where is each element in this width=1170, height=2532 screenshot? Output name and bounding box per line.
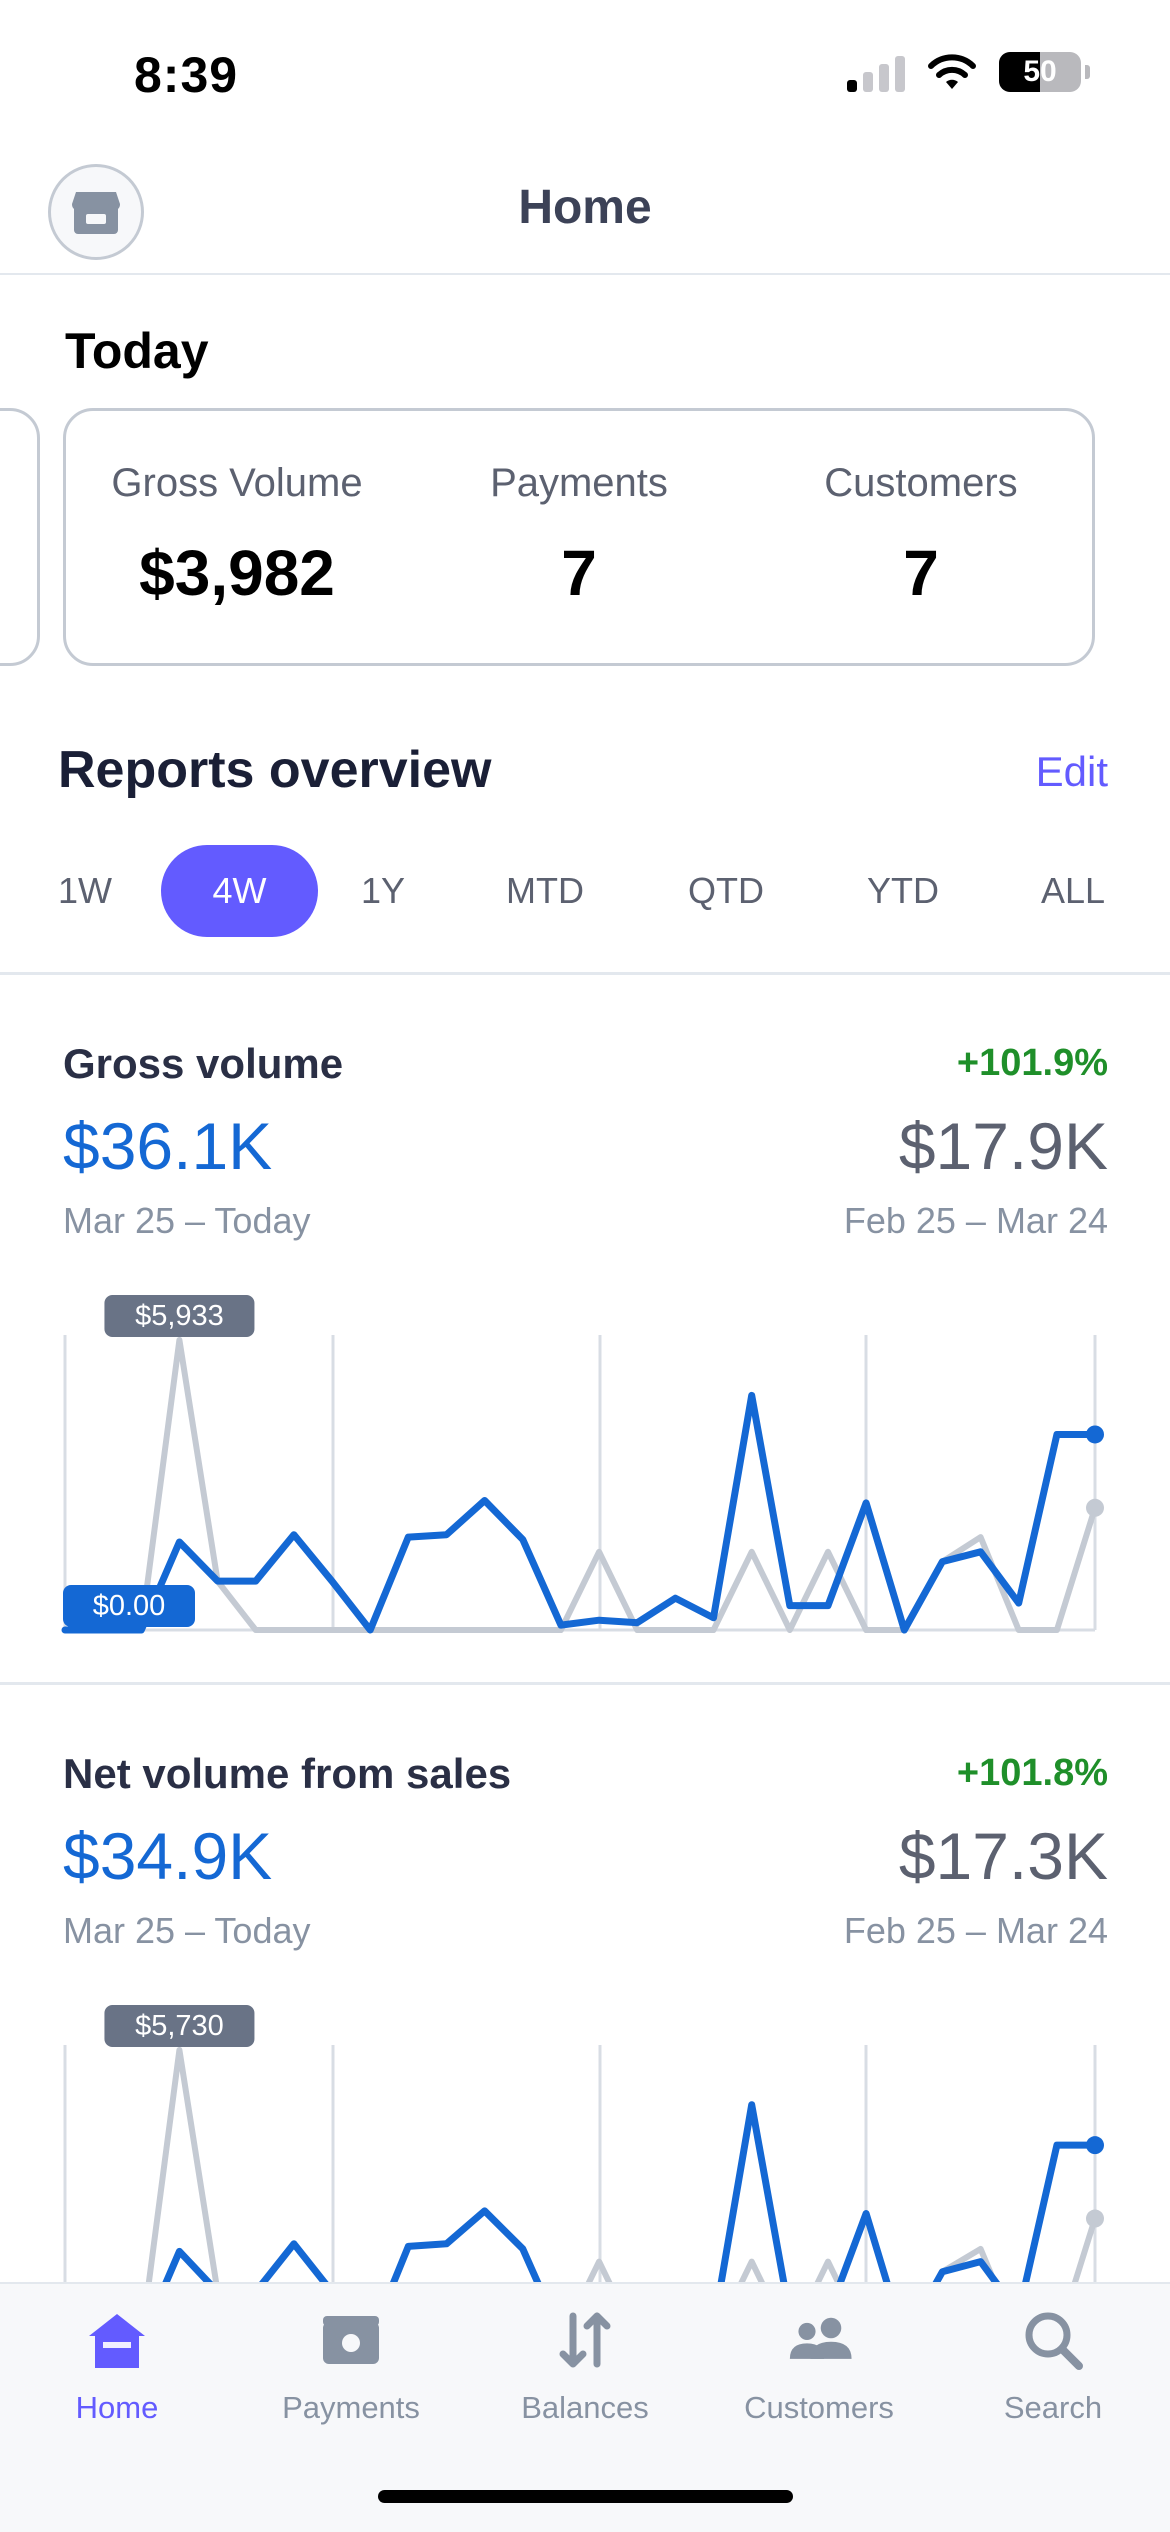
status-bar: 8:39 50: [0, 0, 1170, 150]
range-tab-ytd[interactable]: YTD: [867, 870, 939, 911]
stat-value: $3,982: [139, 537, 335, 609]
stat-payments: Payments 7: [408, 411, 750, 663]
range-tab-all[interactable]: ALL: [1040, 870, 1106, 911]
search-icon: [1017, 2304, 1089, 2376]
report-change: +101.9%: [956, 1042, 1108, 1084]
store-icon: [72, 192, 120, 234]
balances-icon: [549, 2304, 621, 2376]
tab-payments[interactable]: Payments: [234, 2304, 468, 2426]
previous-period-endpoint: [1086, 2209, 1104, 2228]
stat-label: Customers: [824, 461, 1018, 505]
chart-min-label: $0.00: [63, 1585, 195, 1627]
report-previous-range: Feb 25 – Mar 24: [843, 1200, 1108, 1241]
chart-min-value: $0.00: [93, 1590, 166, 1622]
home-icon: [81, 2304, 153, 2376]
range-tab-4w[interactable]: 4W: [161, 845, 318, 937]
section-divider: [0, 1682, 1170, 1685]
current-period-line: [162, 2101, 1099, 2282]
chart-max-label: $5,730: [104, 2005, 255, 2047]
battery-tip: [1085, 65, 1090, 79]
tab-balances[interactable]: Balances: [468, 2304, 702, 2426]
report-card-gross-volume[interactable]: Gross volume +101.9% $36.1K $17.9K Mar 2…: [0, 1040, 1170, 1660]
tab-label: Search: [1003, 2390, 1103, 2425]
tab-label: Payments: [282, 2390, 420, 2425]
stat-value: 7: [561, 537, 597, 609]
chart-max-value: $5,730: [135, 2010, 224, 2042]
date-range-tabs: 1W 4W 1Y MTD QTD YTD ALL: [0, 845, 1170, 940]
tab-label: Customers: [744, 2390, 894, 2425]
previous-period-line: [145, 2047, 1098, 2282]
bottom-tab-bar: Home Payments Balances: [0, 2282, 1170, 2532]
previous-summary-card[interactable]: [0, 408, 40, 666]
chart-max-value: $5,933: [135, 1300, 224, 1332]
net-volume-chart[interactable]: $5,730$0.00: [0, 1970, 1170, 2282]
top-header: Home: [0, 150, 1170, 275]
current-period-line: [61, 1391, 1099, 1634]
battery-level: 50: [1023, 55, 1057, 88]
report-current-value: $34.9K: [63, 1819, 273, 1893]
report-previous-value: $17.9K: [898, 1109, 1108, 1183]
range-tab-mtd[interactable]: MTD: [506, 870, 584, 911]
current-period-endpoint: [1086, 1425, 1104, 1444]
home-indicator: [378, 2490, 793, 2503]
cellular-signal-icon: [847, 52, 905, 92]
report-title: Gross volume: [63, 1040, 344, 1087]
page-title: Home: [518, 181, 652, 234]
stat-gross-volume: Gross Volume $3,982: [66, 411, 408, 663]
tab-label: Balances: [521, 2390, 649, 2425]
previous-period-endpoint: [1086, 1498, 1104, 1517]
current-period-endpoint: [1086, 2136, 1104, 2155]
customers-icon: [783, 2304, 855, 2376]
tab-home[interactable]: Home: [0, 2304, 234, 2426]
range-tab-qtd[interactable]: QTD: [688, 870, 764, 911]
gross-volume-chart[interactable]: $5,933 $0.00: [0, 1260, 1170, 1660]
stat-label: Payments: [490, 461, 668, 505]
reports-overview-heading: Reports overview: [58, 741, 492, 799]
range-tab-1y[interactable]: 1Y: [360, 870, 406, 911]
stat-label: Gross Volume: [111, 461, 363, 505]
previous-period-line: [62, 1337, 1098, 1633]
account-switcher-button[interactable]: [48, 164, 144, 260]
battery-icon: 50: [999, 52, 1081, 92]
status-time: 8:39: [134, 47, 239, 103]
wifi-icon: [928, 54, 976, 89]
range-tab-1w[interactable]: 1W: [58, 870, 112, 911]
status-icons: 50: [847, 52, 1090, 92]
payments-icon: [315, 2304, 387, 2376]
report-previous-range: Feb 25 – Mar 24: [843, 1910, 1108, 1951]
stat-value: 7: [903, 537, 939, 609]
today-summary-card[interactable]: Gross Volume $3,982 Payments 7 Customers…: [63, 408, 1095, 666]
today-heading: Today: [65, 323, 209, 379]
report-current-range: Mar 25 – Today: [63, 1200, 311, 1241]
section-divider: [0, 972, 1170, 975]
report-change: +101.8%: [956, 1752, 1108, 1794]
report-current-value: $36.1K: [63, 1109, 273, 1183]
edit-reports-button[interactable]: Edit: [1035, 748, 1108, 795]
report-current-range: Mar 25 – Today: [63, 1910, 311, 1951]
report-previous-value: $17.3K: [898, 1819, 1108, 1893]
report-card-net-volume[interactable]: Net volume from sales +101.8% $34.9K $17…: [0, 1750, 1170, 2282]
tab-label: Home: [75, 2390, 159, 2425]
chart-max-label: $5,933: [104, 1295, 255, 1337]
tab-search[interactable]: Search: [936, 2304, 1170, 2426]
tab-customers[interactable]: Customers: [702, 2304, 936, 2426]
report-title: Net volume from sales: [63, 1750, 512, 1797]
stat-customers: Customers 7: [750, 411, 1092, 663]
